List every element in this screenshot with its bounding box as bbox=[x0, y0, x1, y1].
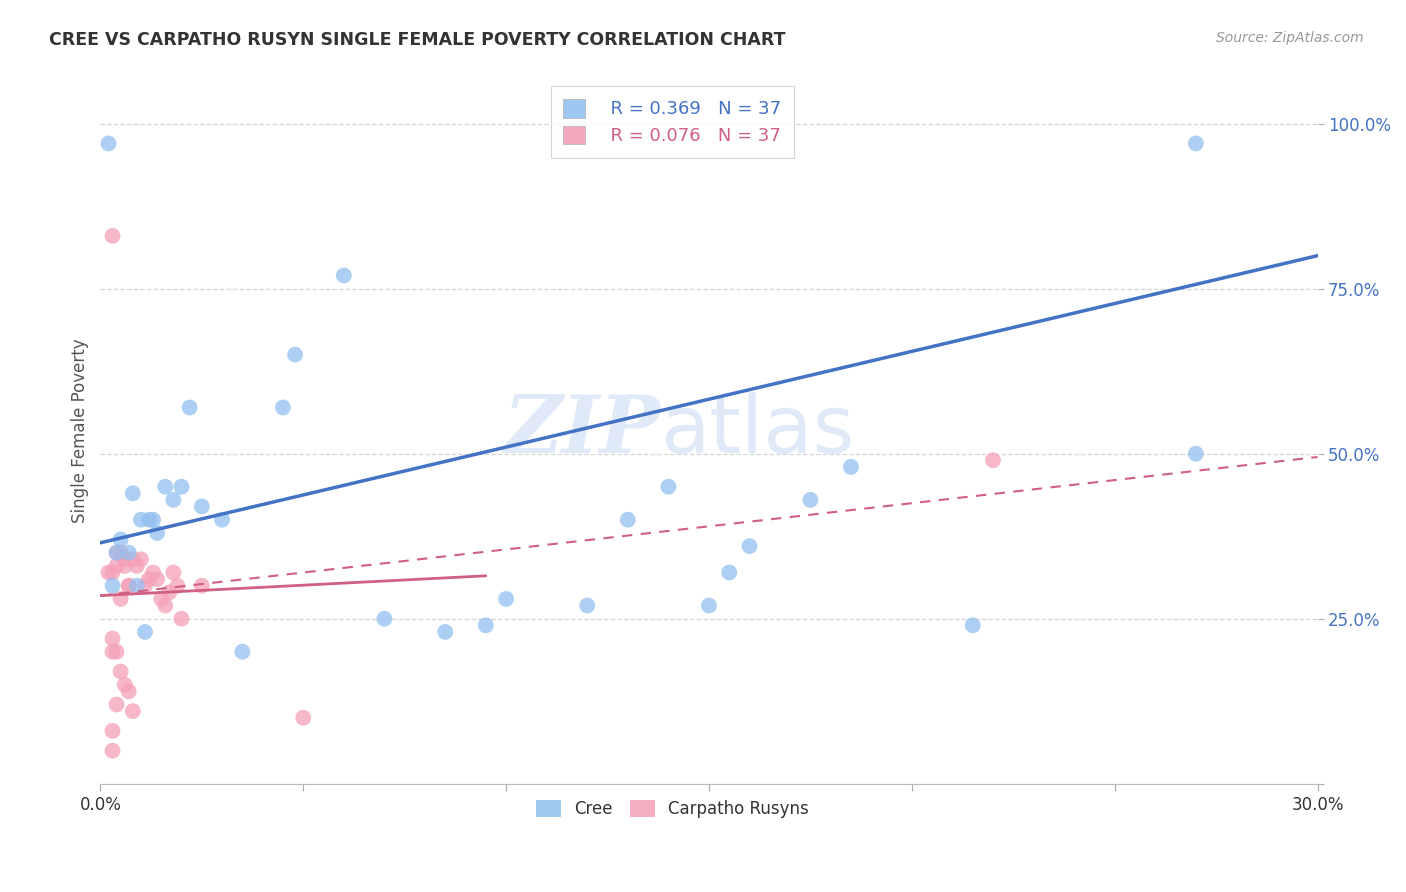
Text: Source: ZipAtlas.com: Source: ZipAtlas.com bbox=[1216, 31, 1364, 45]
Point bbox=[271, 401, 294, 415]
Legend: Cree, Carpatho Rusyns: Cree, Carpatho Rusyns bbox=[530, 793, 815, 825]
Point bbox=[105, 698, 128, 712]
Point bbox=[101, 723, 124, 738]
Point bbox=[718, 566, 741, 580]
Point bbox=[134, 579, 156, 593]
Point bbox=[166, 579, 188, 593]
Point bbox=[962, 618, 984, 632]
Point bbox=[129, 552, 152, 566]
Point bbox=[110, 591, 132, 606]
Point bbox=[576, 599, 599, 613]
Point bbox=[105, 645, 128, 659]
Point bbox=[292, 711, 315, 725]
Point bbox=[129, 513, 152, 527]
Point bbox=[981, 453, 1004, 467]
Point bbox=[162, 492, 184, 507]
Point bbox=[110, 665, 132, 679]
Point bbox=[121, 486, 143, 500]
Point bbox=[142, 513, 165, 527]
Point bbox=[179, 401, 201, 415]
Point bbox=[138, 572, 160, 586]
Y-axis label: Single Female Poverty: Single Female Poverty bbox=[72, 338, 89, 523]
Point bbox=[191, 579, 214, 593]
Point bbox=[110, 546, 132, 560]
Point bbox=[146, 525, 169, 540]
Point bbox=[138, 513, 160, 527]
Point bbox=[101, 632, 124, 646]
Point bbox=[114, 552, 136, 566]
Point bbox=[434, 624, 457, 639]
Point bbox=[170, 480, 193, 494]
Point bbox=[1185, 136, 1208, 151]
Point bbox=[1185, 447, 1208, 461]
Point bbox=[101, 744, 124, 758]
Point bbox=[157, 585, 180, 599]
Point bbox=[150, 591, 173, 606]
Point bbox=[125, 558, 148, 573]
Point bbox=[97, 566, 120, 580]
Point bbox=[475, 618, 498, 632]
Point bbox=[101, 228, 124, 243]
Point bbox=[125, 579, 148, 593]
Point bbox=[162, 566, 184, 580]
Point bbox=[284, 348, 307, 362]
Point bbox=[114, 558, 136, 573]
Point bbox=[101, 566, 124, 580]
Point bbox=[373, 612, 395, 626]
Point bbox=[617, 513, 640, 527]
Point bbox=[211, 513, 233, 527]
Point bbox=[134, 624, 156, 639]
Point bbox=[697, 599, 720, 613]
Point bbox=[118, 579, 141, 593]
Point bbox=[333, 268, 356, 283]
Point bbox=[101, 579, 124, 593]
Point bbox=[105, 546, 128, 560]
Point bbox=[657, 480, 679, 494]
Point bbox=[121, 704, 143, 718]
Point bbox=[839, 459, 862, 474]
Point bbox=[118, 579, 141, 593]
Point bbox=[110, 533, 132, 547]
Point bbox=[121, 552, 143, 566]
Point bbox=[191, 500, 214, 514]
Point bbox=[97, 136, 120, 151]
Point bbox=[105, 546, 128, 560]
Point bbox=[101, 645, 124, 659]
Point bbox=[118, 546, 141, 560]
Point bbox=[231, 645, 253, 659]
Point bbox=[118, 684, 141, 698]
Point bbox=[114, 678, 136, 692]
Point bbox=[799, 492, 821, 507]
Point bbox=[738, 539, 761, 553]
Text: ZIP: ZIP bbox=[503, 392, 661, 469]
Point bbox=[495, 591, 517, 606]
Point bbox=[105, 558, 128, 573]
Point bbox=[155, 480, 177, 494]
Text: atlas: atlas bbox=[661, 392, 855, 469]
Point bbox=[170, 612, 193, 626]
Point bbox=[155, 599, 177, 613]
Point bbox=[146, 572, 169, 586]
Text: CREE VS CARPATHO RUSYN SINGLE FEMALE POVERTY CORRELATION CHART: CREE VS CARPATHO RUSYN SINGLE FEMALE POV… bbox=[49, 31, 786, 49]
Point bbox=[142, 566, 165, 580]
